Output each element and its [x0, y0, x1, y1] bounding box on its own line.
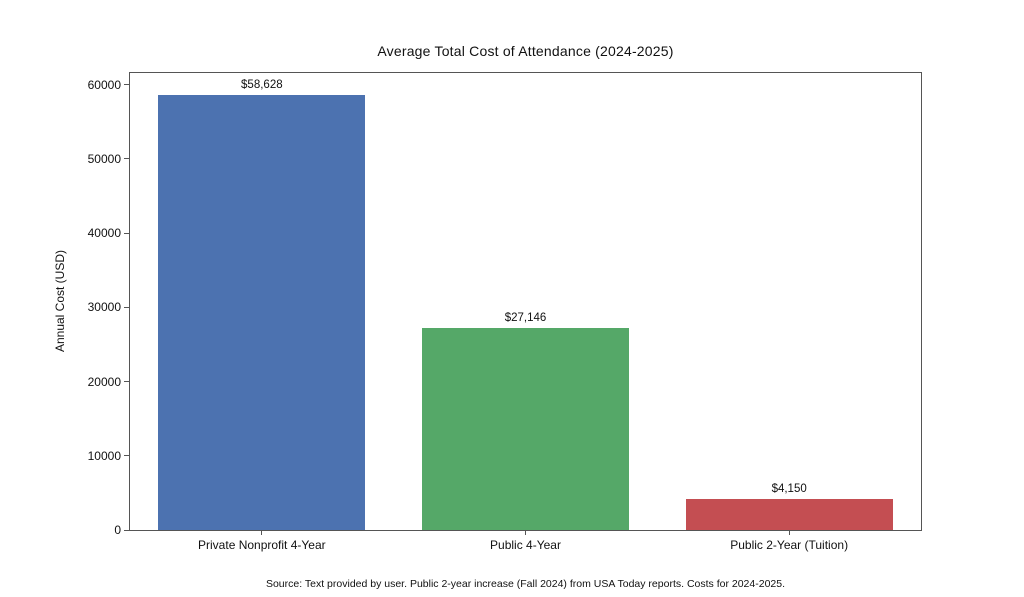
bar-value-label: $4,150	[771, 483, 807, 496]
y-tick-mark	[124, 529, 129, 531]
bar	[422, 328, 629, 530]
x-tick-mark	[261, 530, 263, 535]
bar-value-label: $58,628	[241, 78, 283, 91]
y-tick-label: 50000	[87, 151, 121, 166]
x-tick-label: Private Nonprofit 4-Year	[198, 538, 326, 552]
y-tick-mark	[124, 158, 129, 160]
plot-area: 0 10000 20000 30000 40000 50000 60000 $58,628 Pr…	[88, 72, 922, 552]
y-tick-label: 30000	[87, 300, 121, 315]
bar-value-label: $27,146	[504, 312, 547, 325]
y-tick-mark	[124, 306, 129, 308]
bar	[685, 499, 893, 530]
x-tick-label: Public 2-Year (Tuition)	[730, 538, 849, 552]
y-tick-label: 20000	[87, 374, 121, 389]
y-tick-mark	[124, 455, 129, 457]
x-tick-mark	[788, 530, 790, 535]
y-tick-label: 40000	[87, 226, 121, 241]
x-tick-label: Public 4-Year	[490, 538, 561, 552]
bar	[158, 94, 366, 530]
chart-title: Average Total Cost of Attendance (2024-2…	[377, 43, 674, 59]
y-tick-label: 60000	[87, 77, 121, 92]
y-tick-mark	[124, 232, 129, 234]
y-tick-label: 0	[114, 523, 121, 537]
x-tick-mark	[525, 530, 526, 535]
y-tick-label: 10000	[87, 448, 121, 463]
source-note: Source: Text provided by user. Public 2-…	[265, 578, 786, 590]
y-tick-mark	[124, 381, 129, 383]
y-tick-mark	[124, 84, 129, 86]
y-axis-label: Annual Cost (USD)	[53, 249, 67, 353]
